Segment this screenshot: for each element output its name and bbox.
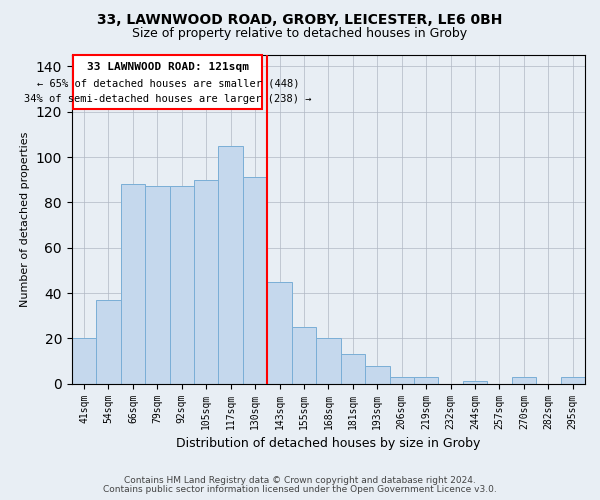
- Bar: [121, 184, 145, 384]
- Bar: [170, 186, 194, 384]
- Bar: [560, 377, 585, 384]
- Bar: [389, 377, 414, 384]
- Bar: [292, 327, 316, 384]
- Bar: [341, 354, 365, 384]
- Text: ← 65% of detached houses are smaller (448): ← 65% of detached houses are smaller (44…: [37, 78, 299, 88]
- Bar: [512, 377, 536, 384]
- Text: 34% of semi-detached houses are larger (238) →: 34% of semi-detached houses are larger (…: [24, 94, 311, 104]
- Bar: [73, 55, 262, 110]
- Text: Size of property relative to detached houses in Groby: Size of property relative to detached ho…: [133, 28, 467, 40]
- Text: Contains HM Land Registry data © Crown copyright and database right 2024.: Contains HM Land Registry data © Crown c…: [124, 476, 476, 485]
- Y-axis label: Number of detached properties: Number of detached properties: [20, 132, 30, 307]
- Bar: [96, 300, 121, 384]
- Bar: [268, 282, 292, 384]
- Bar: [463, 382, 487, 384]
- Bar: [365, 366, 389, 384]
- Bar: [145, 186, 170, 384]
- Text: Contains public sector information licensed under the Open Government Licence v3: Contains public sector information licen…: [103, 485, 497, 494]
- Text: 33, LAWNWOOD ROAD, GROBY, LEICESTER, LE6 0BH: 33, LAWNWOOD ROAD, GROBY, LEICESTER, LE6…: [97, 12, 503, 26]
- Bar: [72, 338, 96, 384]
- Bar: [218, 146, 243, 384]
- X-axis label: Distribution of detached houses by size in Groby: Distribution of detached houses by size …: [176, 437, 481, 450]
- Bar: [316, 338, 341, 384]
- Bar: [414, 377, 439, 384]
- Text: 33 LAWNWOOD ROAD: 121sqm: 33 LAWNWOOD ROAD: 121sqm: [87, 62, 249, 72]
- Bar: [243, 178, 268, 384]
- Bar: [194, 180, 218, 384]
